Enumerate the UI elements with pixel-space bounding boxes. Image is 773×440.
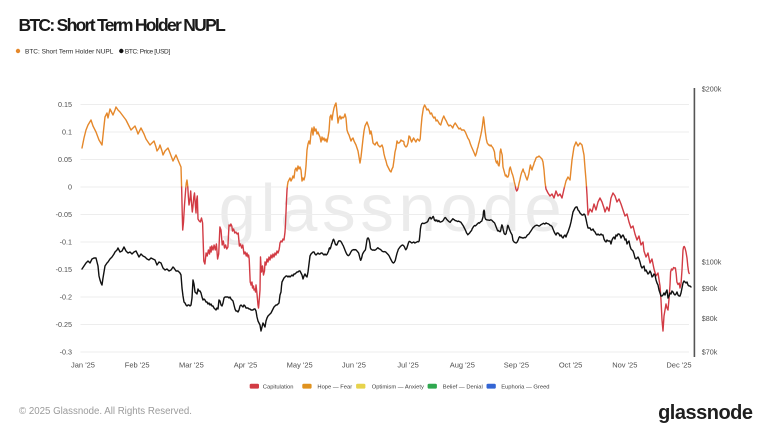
svg-text:Mar '25: Mar '25: [179, 361, 204, 370]
svg-text:-0.3: -0.3: [60, 348, 72, 357]
svg-text:BTC: Price [USD]: BTC: Price [USD]: [125, 48, 171, 55]
svg-text:$70k: $70k: [702, 348, 718, 357]
svg-text:-0.1: -0.1: [60, 238, 72, 247]
svg-text:$200k: $200k: [702, 85, 722, 94]
svg-text:$100k: $100k: [702, 257, 722, 266]
svg-text:0.1: 0.1: [62, 128, 72, 137]
svg-text:BTC: Short Term Holder NUPL: BTC: Short Term Holder NUPL: [19, 15, 227, 35]
svg-text:0.15: 0.15: [58, 100, 72, 109]
svg-text:glassnode: glassnode: [658, 402, 753, 424]
svg-text:© 2025 Glassnode. All Rights R: © 2025 Glassnode. All Rights Reserved.: [19, 406, 192, 417]
svg-text:-0.2: -0.2: [60, 293, 72, 302]
svg-text:Feb '25: Feb '25: [125, 361, 150, 370]
svg-text:Optimism — Anxiety: Optimism — Anxiety: [372, 384, 424, 390]
svg-text:Apr '25: Apr '25: [234, 361, 258, 370]
svg-text:Hope — Fear: Hope — Fear: [317, 384, 352, 390]
svg-text:0.05: 0.05: [58, 155, 72, 164]
svg-text:Aug '25: Aug '25: [450, 361, 475, 370]
svg-text:0: 0: [68, 183, 72, 192]
svg-text:Capitulation: Capitulation: [263, 384, 294, 390]
svg-text:BTC: Short Term Holder NUPL: BTC: Short Term Holder NUPL: [25, 48, 114, 55]
svg-text:$90k: $90k: [702, 284, 718, 293]
svg-text:Belief — Denial: Belief — Denial: [443, 384, 483, 390]
svg-text:Jul '25: Jul '25: [397, 361, 418, 370]
svg-text:Jun '25: Jun '25: [342, 361, 366, 370]
svg-text:Sep '25: Sep '25: [504, 361, 529, 370]
svg-text:$80k: $80k: [702, 314, 718, 323]
svg-text:Dec '25: Dec '25: [666, 361, 691, 370]
svg-text:May '25: May '25: [287, 361, 313, 370]
svg-text:-0.15: -0.15: [56, 265, 72, 274]
svg-text:Nov '25: Nov '25: [612, 361, 637, 370]
svg-text:-0.25: -0.25: [56, 320, 72, 329]
svg-text:-0.05: -0.05: [56, 210, 72, 219]
svg-text:Jan '25: Jan '25: [71, 361, 95, 370]
svg-text:Oct '25: Oct '25: [559, 361, 583, 370]
svg-text:Euphoria — Greed: Euphoria — Greed: [501, 384, 549, 390]
